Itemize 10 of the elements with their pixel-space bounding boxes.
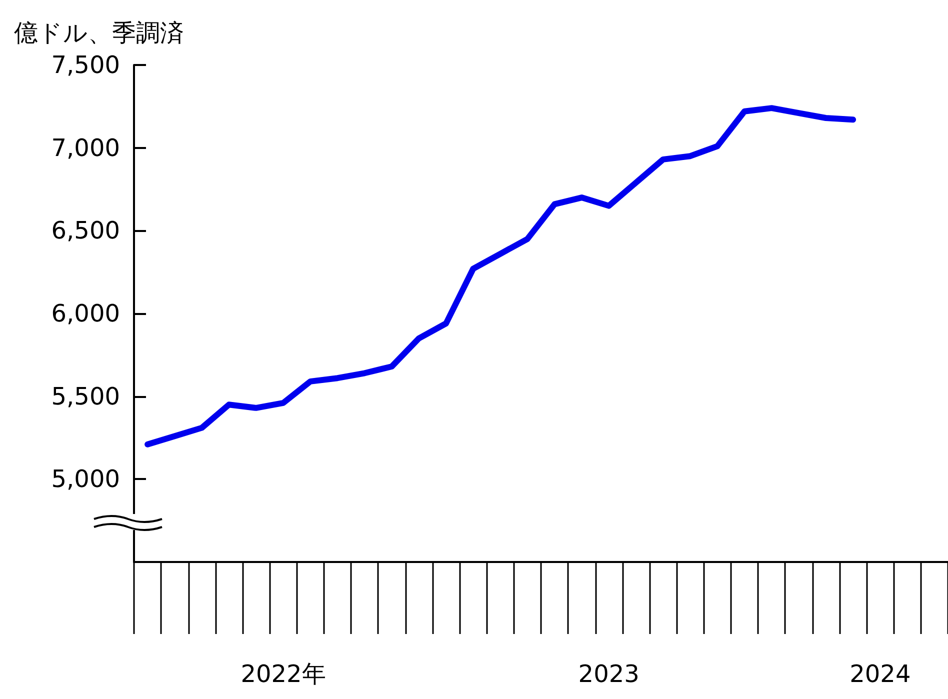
- y-tick-label: 6,500: [51, 216, 120, 245]
- y-tick-label: 7,500: [51, 51, 120, 79]
- y-tick-label: 7,000: [51, 134, 120, 162]
- y-tick-label: 5,000: [51, 465, 120, 494]
- y-tick-label: 5,500: [51, 382, 120, 410]
- y-axis-title: 億ドル、季調済: [14, 19, 184, 47]
- x-tick-label: 2022年: [240, 660, 326, 688]
- x-tick-label: 2024: [850, 660, 911, 688]
- y-tick-label: 6,000: [51, 300, 120, 328]
- x-tick-label: 2023: [578, 660, 640, 688]
